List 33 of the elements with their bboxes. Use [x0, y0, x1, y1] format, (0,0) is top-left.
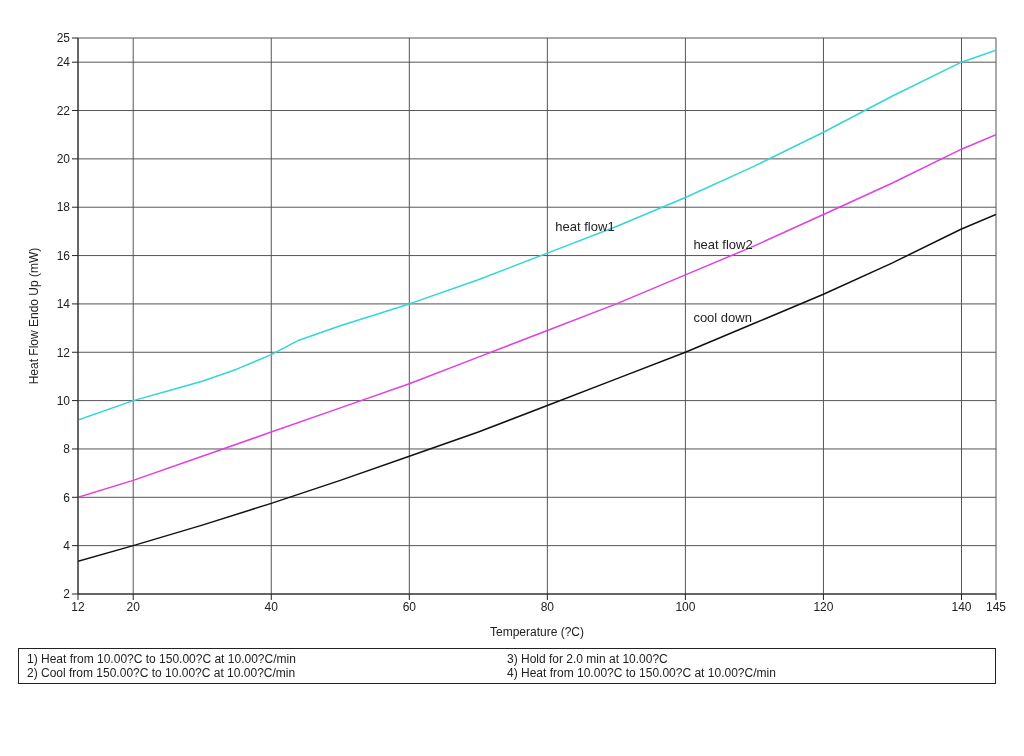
x-tick-label: 80: [540, 599, 555, 614]
x-axis-title: Temperature (?C): [489, 625, 585, 639]
y-tick-label: 20: [56, 152, 71, 167]
x-tick-label: 140: [951, 599, 972, 614]
y-tick-label: 22: [56, 103, 71, 118]
x-tick-label: 60: [402, 599, 417, 614]
line-series: [78, 213, 996, 563]
y-tick-label: 24: [56, 55, 71, 70]
line-series: [78, 133, 996, 499]
y-tick-label: 16: [56, 248, 71, 263]
y-tick-label: 18: [56, 200, 71, 215]
series-label: cool down: [693, 310, 752, 326]
text: 2) Cool from 150.00?C to 10.00?C at 10.00?C/min: [27, 666, 297, 680]
text: 4) Heat from 10.00?C to 150.00?C at 10.00?C/min: [507, 666, 777, 680]
series-label: heat flow2: [693, 236, 753, 252]
y-tick-label: 12: [56, 345, 71, 360]
x-tick-label: 100: [675, 599, 696, 614]
y-tick-label: 25: [56, 31, 71, 46]
x-tick-label: 120: [813, 599, 834, 614]
x-tick-label: 40: [264, 599, 279, 614]
text: 3) Hold for 2.0 min at 10.00?C: [507, 652, 669, 666]
y-tick-label: 8: [63, 442, 71, 457]
series-label: heat flow1: [555, 219, 615, 235]
line-series: [78, 49, 996, 421]
y-axis-title: Heat Flow Endo Up (mW): [27, 247, 42, 385]
text: 1) Heat from 10.00?C to 150.00?C at 10.00?C/min: [27, 652, 297, 666]
y-tick-label: 14: [56, 297, 71, 312]
y-tick-label: 2: [63, 587, 71, 602]
x-tick-label: 20: [126, 599, 141, 614]
x-tick-label: 145: [985, 599, 1007, 614]
y-tick-label: 10: [56, 393, 71, 408]
y-tick-label: 4: [63, 538, 71, 553]
y-tick-label: 6: [63, 490, 71, 505]
